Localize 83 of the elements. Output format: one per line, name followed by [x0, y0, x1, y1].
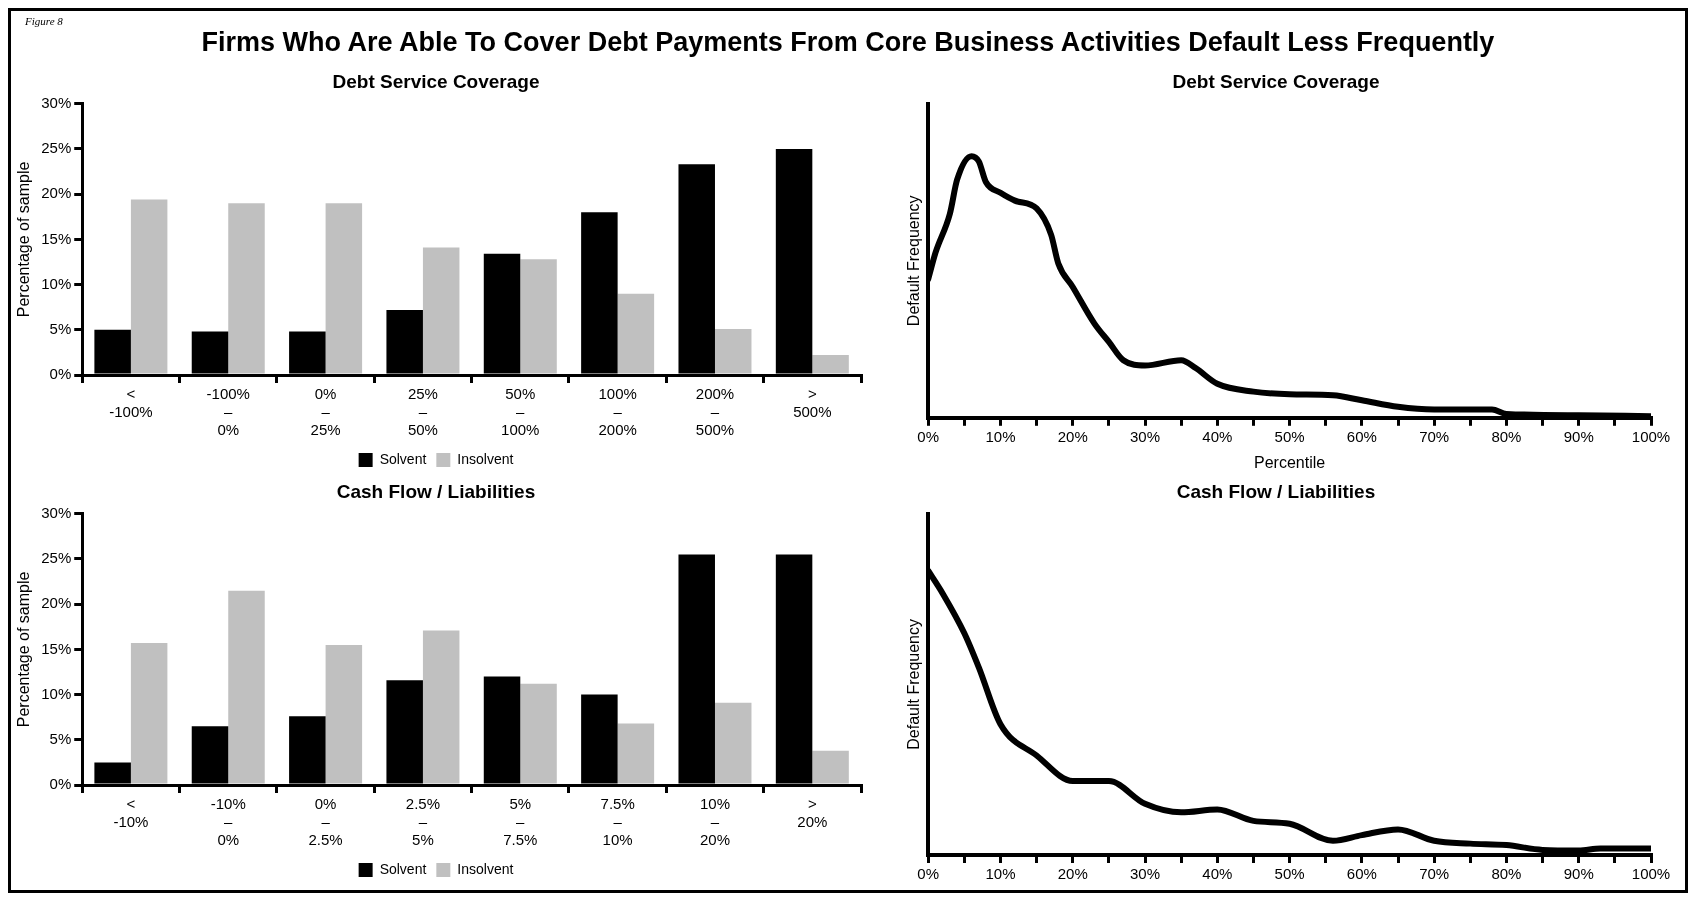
x-tick-label: 100% — [1631, 427, 1671, 445]
text: Firms Who Are Able To Cover Debt Payments From Core Business Activities Default Less Frequently — [200, 27, 1496, 58]
x-tick-label: 20% — [1057, 865, 1088, 883]
x-tick-label: 100% – 200% — [598, 385, 637, 439]
x-tick-label: < -100% — [109, 385, 153, 421]
x-tick-label: 50% — [1274, 427, 1305, 445]
chart-title: Debt Service Coverage — [1172, 70, 1380, 92]
x-tick-label: 25% – 50% — [407, 385, 438, 439]
x-tick-label: -100% – 0% — [206, 385, 250, 439]
x-tick-label: 60% — [1346, 427, 1377, 445]
bar — [520, 259, 557, 374]
y-tick-label: 15% — [41, 229, 72, 247]
x-tick-label: > 20% — [797, 795, 828, 831]
bar — [325, 644, 363, 784]
y-tick-label: 5% — [49, 729, 72, 747]
y-axis-title: Default Frequency — [905, 195, 923, 327]
x-tick-label: < -10% — [113, 795, 149, 831]
y-axis-title: Percentage of sample — [15, 161, 33, 318]
x-tick-label: 10% — [985, 865, 1016, 883]
bar — [617, 293, 655, 374]
bar — [422, 630, 460, 784]
y-axis-title: Percentage of sample — [15, 571, 33, 728]
x-tick-label: 50% — [1274, 865, 1305, 883]
y-tick-label: 25% — [41, 139, 72, 157]
legend-label: Solvent — [379, 860, 427, 877]
x-tick-label: 100% — [1631, 865, 1671, 883]
chart-title: Cash Flow / Liabilities — [336, 480, 536, 502]
x-tick-label: 0% — [917, 865, 940, 883]
x-tick-label: 10% — [985, 427, 1016, 445]
y-tick-label: 20% — [41, 184, 72, 202]
x-tick-label: 60% — [1346, 865, 1377, 883]
bar — [130, 643, 168, 784]
y-tick-label: 15% — [41, 639, 72, 657]
x-tick-label: 40% — [1202, 427, 1233, 445]
bar — [422, 247, 460, 374]
y-tick-label: 20% — [41, 594, 72, 612]
bar — [520, 683, 557, 784]
y-tick-label: 10% — [41, 274, 72, 292]
y-tick-label: 0% — [49, 365, 72, 383]
x-tick-label: 50% – 100% — [501, 385, 540, 439]
x-tick-label: 30% — [1130, 427, 1161, 445]
x-tick-label: 10% – 20% — [699, 795, 730, 849]
x-tick-label: 90% — [1563, 427, 1594, 445]
x-axis-title: Percentile — [1254, 453, 1326, 471]
x-tick-label: 200% – 500% — [695, 385, 735, 439]
x-tick-label: -10% – 0% — [210, 795, 246, 849]
x-tick-label: 40% — [1202, 865, 1233, 883]
caption: Figure 8 — [25, 15, 63, 27]
bar — [228, 590, 265, 784]
legend-label: Insolvent — [457, 860, 514, 877]
bar — [714, 328, 752, 374]
x-tick-label: 80% — [1491, 865, 1522, 883]
x-tick-label: 7.5% – 10% — [600, 795, 635, 849]
x-tick-label: 0% – 2.5% — [308, 795, 343, 849]
y-tick-label: 30% — [41, 503, 72, 521]
chart-title: Debt Service Coverage — [332, 70, 540, 92]
bar — [714, 702, 752, 784]
x-tick-label: 0% — [917, 427, 940, 445]
x-tick-label: > 500% — [793, 385, 832, 421]
bar — [617, 723, 655, 784]
x-tick-label: 70% — [1419, 865, 1450, 883]
x-tick-label: 80% — [1491, 427, 1522, 445]
x-tick-label: 20% — [1057, 427, 1088, 445]
bar — [130, 199, 168, 374]
x-tick-label: 0% – 25% — [310, 385, 341, 439]
y-tick-label: 0% — [49, 775, 72, 793]
bar — [228, 203, 265, 374]
x-tick-label: 30% — [1130, 865, 1161, 883]
y-tick-label: 30% — [41, 93, 72, 111]
legend-label: Solvent — [379, 450, 427, 467]
x-tick-label: 70% — [1419, 427, 1450, 445]
x-tick-label: 2.5% – 5% — [405, 795, 441, 849]
y-tick-label: 5% — [49, 319, 72, 337]
x-tick-label: 5% – 7.5% — [503, 795, 538, 849]
y-tick-label: 10% — [41, 684, 72, 702]
y-axis-title: Default Frequency — [905, 619, 923, 750]
chart-title: Cash Flow / Liabilities — [1176, 480, 1376, 502]
y-tick-label: 25% — [41, 549, 72, 567]
bar — [812, 750, 849, 784]
bar — [325, 203, 363, 374]
legend-label: Insolvent — [457, 450, 514, 467]
x-tick-label: 90% — [1563, 865, 1594, 883]
bar — [812, 355, 849, 374]
